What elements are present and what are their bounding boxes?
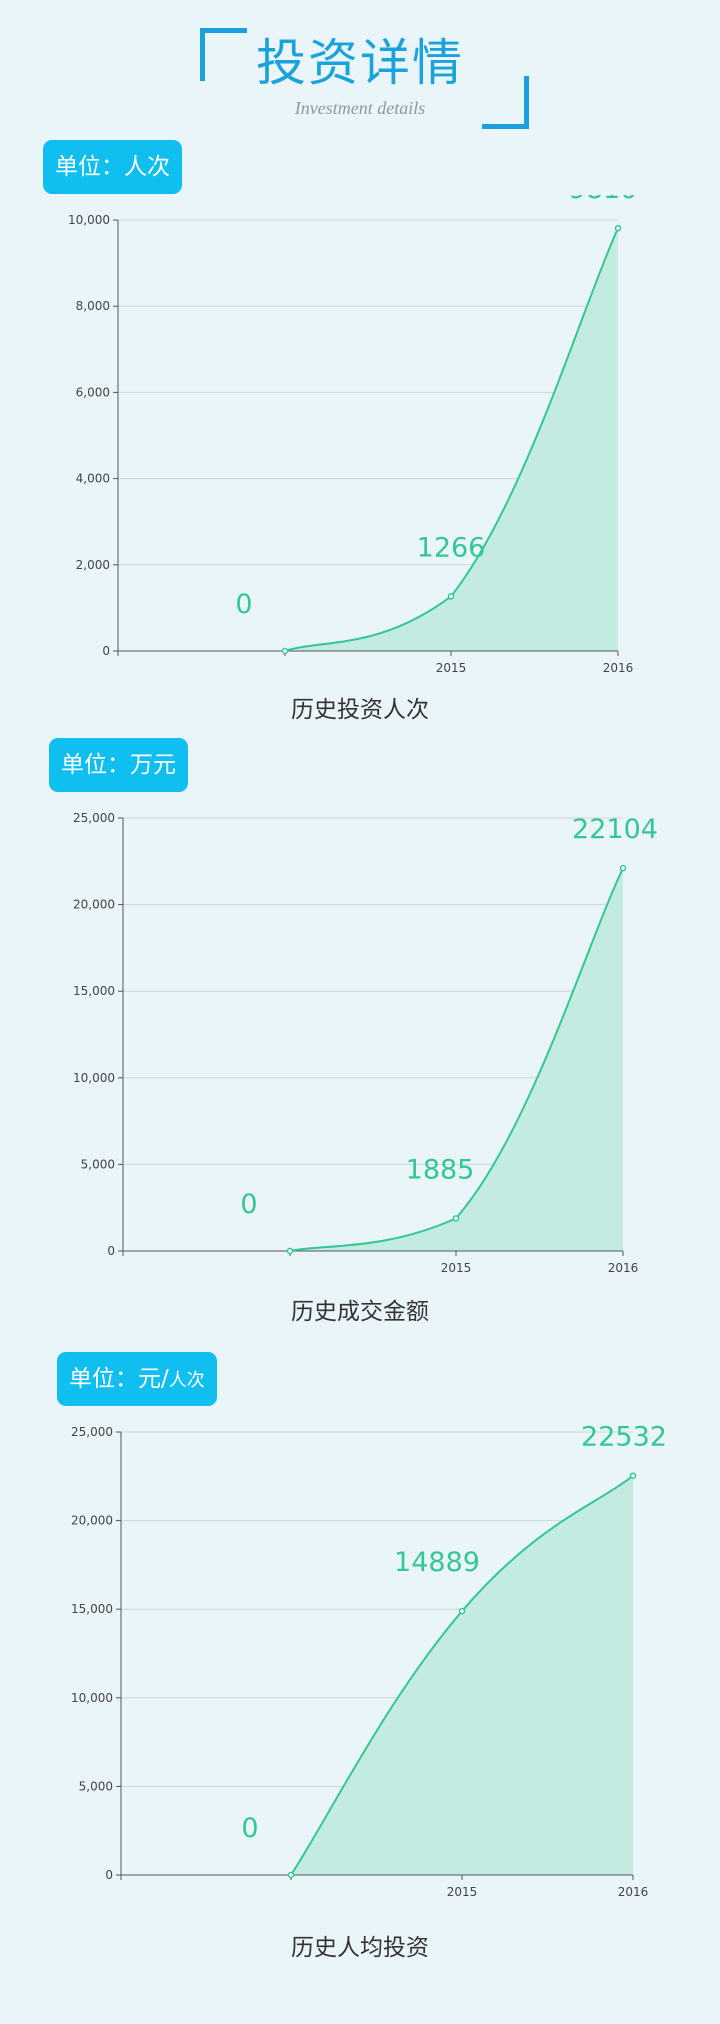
x-tick-label: 2015 xyxy=(436,661,467,675)
y-tick-label: 10,000 xyxy=(71,1691,113,1705)
page-header: 投资详情 Investment details xyxy=(0,0,720,140)
y-tick-label: 2,000 xyxy=(76,558,110,572)
chart-caption-investor-count: 历史投资人次 xyxy=(291,697,429,723)
chart-average-investment: 0 5,000 10,000 15,000 20,000 25,000 2015 2016 0 1… xyxy=(71,1422,667,1899)
data-point xyxy=(458,1607,466,1615)
data-point xyxy=(287,1871,295,1879)
y-tick-label: 5,000 xyxy=(79,1779,113,1793)
data-label: 22532 xyxy=(581,1422,667,1453)
y-tick-label: 25,000 xyxy=(73,811,115,825)
x-tick-label: 2015 xyxy=(447,1885,478,1899)
chart-caption-transaction-amount: 历史成交金额 xyxy=(291,1299,429,1325)
unit-badge-transaction-amount: 单位：万元 xyxy=(49,738,188,792)
y-tick-label: 4,000 xyxy=(76,472,110,486)
series-area-fill xyxy=(291,1475,633,1875)
y-tick-label: 20,000 xyxy=(71,1514,113,1528)
y-tick-label: 25,000 xyxy=(71,1425,113,1439)
y-tick-label: 10,000 xyxy=(73,1071,115,1085)
unit-badge-label: 单位：人次 xyxy=(55,154,170,180)
y-tick-label: 0 xyxy=(107,1244,115,1258)
unit-badge-label-small: 人次 xyxy=(168,1370,205,1391)
series-line xyxy=(289,867,624,1252)
page-subtitle: Investment details xyxy=(294,98,426,118)
y-tick-label: 8,000 xyxy=(76,299,110,313)
data-label: 14889 xyxy=(394,1547,480,1578)
unit-badge-investor-count: 单位：人次 xyxy=(43,140,182,194)
x-tick-label: 2016 xyxy=(618,1885,649,1899)
data-label: 9810 xyxy=(569,195,638,205)
data-point xyxy=(614,224,622,232)
data-label: 0 xyxy=(235,589,252,620)
page-title: 投资详情 xyxy=(256,34,464,92)
data-point xyxy=(286,1247,294,1255)
x-tick-label: 2016 xyxy=(608,1261,639,1275)
data-point xyxy=(619,864,627,872)
data-point xyxy=(452,1215,460,1222)
y-tick-label: 20,000 xyxy=(73,898,115,912)
series-area-fill xyxy=(290,868,623,1251)
data-label: 0 xyxy=(241,1813,258,1844)
series-area-fill xyxy=(285,228,618,651)
y-tick-label: 15,000 xyxy=(73,984,115,998)
y-tick-label: 15,000 xyxy=(71,1602,113,1616)
data-point xyxy=(629,1472,637,1479)
data-label: 1266 xyxy=(417,532,486,563)
y-tick-label: 10,000 xyxy=(68,213,110,227)
bracket-top-left-decoration xyxy=(200,28,247,81)
data-label: 0 xyxy=(240,1189,257,1220)
chart-investor-count: 0 2,000 4,000 6,000 8,000 10,000 2015 2016 0 1266… xyxy=(68,195,638,675)
bracket-bottom-right-decoration xyxy=(482,76,529,129)
data-point xyxy=(281,647,289,655)
data-label: 22104 xyxy=(572,814,658,845)
data-label: 1885 xyxy=(406,1154,475,1185)
series-line xyxy=(290,1474,634,1876)
chart-transaction-amount: 0 5,000 10,000 15,000 20,000 25,000 2015 2016 0 1… xyxy=(73,811,658,1275)
y-tick-label: 6,000 xyxy=(76,385,110,399)
chart-caption-average-investment: 历史人均投资 xyxy=(291,1935,429,1961)
unit-badge-average-investment: 单位：元/人次 xyxy=(57,1352,217,1406)
unit-badge-label-main: 单位：元/ xyxy=(69,1366,169,1392)
y-tick-label: 5,000 xyxy=(81,1157,115,1171)
x-tick-label: 2015 xyxy=(441,1261,472,1275)
series-line xyxy=(284,227,619,652)
data-point xyxy=(447,593,455,600)
unit-badge-label: 单位：万元 xyxy=(61,752,176,778)
x-tick-label: 2016 xyxy=(603,661,634,675)
y-tick-label: 0 xyxy=(102,644,110,658)
y-tick-label: 0 xyxy=(105,1868,113,1882)
